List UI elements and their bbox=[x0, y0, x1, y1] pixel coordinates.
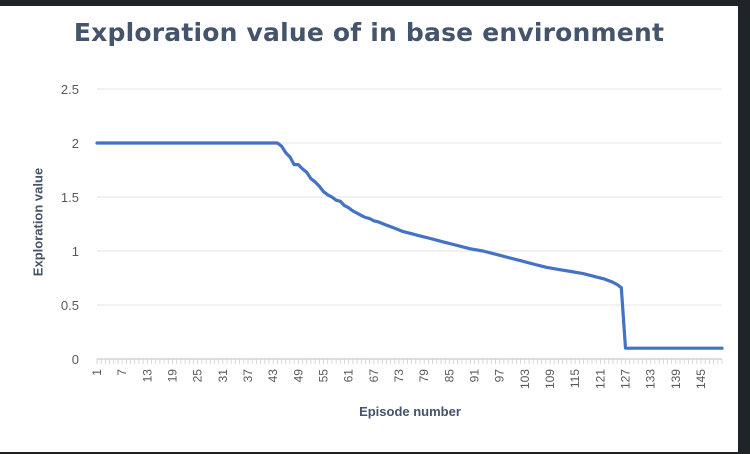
x-tick-label: 121 bbox=[593, 369, 607, 389]
x-tick-label: 103 bbox=[518, 369, 532, 389]
x-tick-label: 67 bbox=[367, 369, 381, 383]
x-tick-label: 139 bbox=[669, 369, 683, 389]
x-tick-label: 1 bbox=[90, 369, 104, 376]
x-tick-label: 145 bbox=[694, 369, 708, 389]
x-tick-label: 127 bbox=[619, 369, 633, 389]
x-axis-label: Episode number bbox=[359, 404, 461, 419]
x-tick-label: 109 bbox=[543, 369, 557, 389]
y-tick-label: 0.5 bbox=[61, 298, 79, 313]
x-tick-label: 31 bbox=[216, 369, 230, 383]
x-tick-label: 25 bbox=[191, 369, 205, 383]
x-tick-label: 79 bbox=[417, 369, 431, 383]
y-tick-label: 0 bbox=[72, 352, 79, 367]
x-tick-label: 55 bbox=[317, 369, 331, 383]
x-tick-label: 97 bbox=[493, 369, 507, 383]
y-tick-label: 1 bbox=[72, 244, 79, 259]
x-tick-label: 73 bbox=[392, 369, 406, 383]
x-tick-label: 13 bbox=[140, 369, 154, 383]
x-tick-label: 61 bbox=[342, 369, 356, 383]
y-tick-label: 2 bbox=[72, 136, 79, 151]
chart-panel bbox=[0, 6, 738, 452]
x-tick-label: 91 bbox=[468, 369, 482, 383]
x-tick-label: 133 bbox=[644, 369, 658, 389]
x-tick-label: 19 bbox=[166, 369, 180, 383]
x-tick-label: 85 bbox=[442, 369, 456, 383]
y-tick-label: 1.5 bbox=[61, 190, 79, 205]
x-tick-label: 7 bbox=[115, 369, 129, 376]
chart-title: Exploration value of in base environment bbox=[73, 18, 665, 47]
y-tick-label: 2.5 bbox=[61, 82, 79, 97]
x-tick-label: 115 bbox=[568, 369, 582, 388]
x-tick-label: 37 bbox=[241, 369, 255, 383]
x-tick-label: 49 bbox=[291, 369, 305, 383]
x-tick-label: 43 bbox=[266, 369, 280, 383]
series-line bbox=[95, 141, 724, 350]
